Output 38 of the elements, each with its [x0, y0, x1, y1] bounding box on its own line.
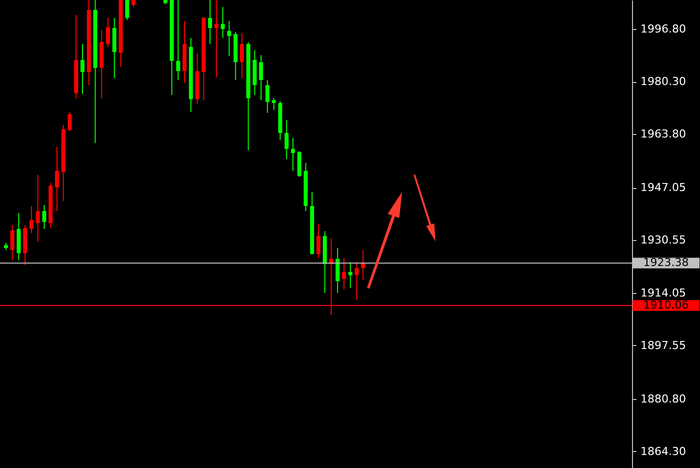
y-tick-label: 1897.55: [640, 338, 686, 352]
candlestick: [354, 262, 359, 300]
candlestick: [297, 150, 302, 178]
candlestick: [290, 138, 295, 172]
candlestick: [284, 120, 289, 160]
candlestick: [208, 0, 212, 44]
candlestick: [36, 174, 40, 242]
candlestick: [10, 224, 14, 261]
candlestick: [265, 80, 270, 114]
candlestick: [336, 248, 340, 294]
candlestick: [220, 6, 225, 38]
ref-line-label: 1923.38: [643, 256, 689, 270]
candlestick: [29, 205, 34, 234]
candlestick: [272, 98, 276, 110]
candlestick: [259, 54, 264, 101]
y-tick-label: 1963.80: [640, 128, 686, 141]
candlestick: [316, 224, 320, 258]
candlestick: [214, 0, 218, 78]
candlestick: [176, 0, 180, 81]
y-tick-label: 1996.80: [640, 22, 686, 36]
candlestick: [68, 111, 72, 132]
y-tick-label: 1864.30: [640, 444, 686, 458]
candlestick: [106, 17, 110, 48]
candlestick: [348, 262, 352, 288]
y-tick-label: 1880.80: [640, 392, 686, 406]
candlestick: [80, 43, 84, 95]
y-tick-label: 1914.05: [640, 286, 686, 300]
candlestick: [125, 0, 130, 21]
candlestick: [112, 17, 116, 79]
candlestick: [227, 20, 232, 57]
candlestick: [240, 32, 244, 79]
y-tick-label: 1930.55: [640, 234, 686, 247]
ref-line-label: 1910.06: [643, 298, 689, 312]
candlestick: [342, 257, 346, 290]
candlestick: [54, 146, 59, 212]
y-tick-label: 1947.05: [640, 181, 686, 194]
y-tick-label: 1980.30: [640, 75, 686, 88]
candlestick: [42, 204, 46, 230]
